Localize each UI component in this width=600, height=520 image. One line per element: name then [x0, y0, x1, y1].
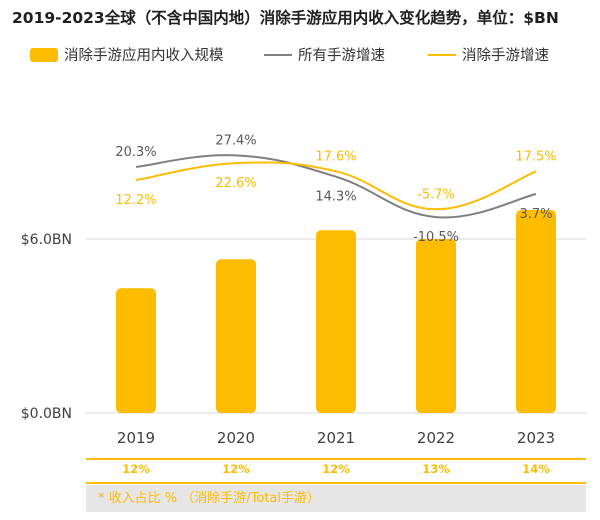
label-all-growth: -10.5% — [413, 230, 459, 245]
revenue-share-cell: 12% — [122, 462, 150, 476]
x-tick-label: 2023 — [517, 429, 555, 447]
legend-item-bar: 消除手游应用内收入规模 — [30, 44, 224, 65]
revenue-share-cell: 12% — [222, 462, 250, 476]
label-puzzle-growth: 17.5% — [515, 149, 556, 164]
bar-2020 — [216, 259, 256, 413]
legend: 消除手游应用内收入规模 所有手游增速 消除手游增速 — [0, 44, 600, 70]
bar-2023 — [516, 210, 556, 413]
plot-area: $0.0BN $6.0BN 20.3% 12.2% 27.4% 22.6% 14.3% 1… — [21, 133, 586, 447]
share-top-rule — [86, 458, 586, 460]
line-all-mobile-games-growth — [135, 154, 537, 219]
share-note: * 收入占比 % （消除手游/Total手游） — [86, 485, 586, 512]
x-tick-label: 2021 — [317, 429, 355, 447]
line-puzzle-games-growth — [135, 161, 537, 211]
chart-title: 2019-2023全球（不含中国内地）消除手游应用内收入变化趋势，单位：$BN — [12, 9, 559, 27]
bar-2022 — [416, 239, 456, 413]
legend-label-bar: 消除手游应用内收入规模 — [64, 48, 224, 64]
revenue-share-cell: 13% — [422, 462, 450, 476]
x-tick-label: 2020 — [217, 429, 255, 447]
legend-orange-line-swatch — [428, 53, 456, 56]
label-all-growth: 20.3% — [115, 145, 156, 160]
label-all-growth: 27.4% — [215, 133, 256, 148]
legend-label-puzzle-growth: 消除手游增速 — [462, 48, 549, 64]
label-puzzle-growth: 17.6% — [315, 149, 356, 164]
label-all-growth: 3.7% — [519, 207, 552, 222]
x-tick-label: 2019 — [117, 429, 155, 447]
revenue-share-cell: 14% — [522, 462, 550, 476]
x-tick-label: 2022 — [417, 429, 455, 447]
legend-label-all-growth: 所有手游增速 — [298, 48, 385, 64]
label-puzzle-growth: 12.2% — [115, 193, 156, 208]
legend-item-all-growth: 所有手游增速 — [264, 44, 385, 65]
label-puzzle-growth: 22.6% — [215, 176, 256, 191]
bar-2019 — [116, 288, 156, 413]
legend-item-puzzle-growth: 消除手游增速 — [428, 44, 549, 65]
legend-bar-swatch — [30, 47, 58, 62]
legend-gray-line-swatch — [264, 53, 292, 56]
label-all-growth: 14.3% — [315, 190, 356, 205]
y-tick-label: $6.0BN — [21, 232, 72, 248]
bar-2021 — [316, 230, 356, 413]
label-puzzle-growth: -5.7% — [417, 187, 455, 202]
revenue-share-cell: 12% — [322, 462, 350, 476]
revenue-share-row: 12% 12% 12% 13% 14% — [86, 462, 586, 482]
share-bottom-rule — [86, 482, 586, 484]
y-tick-label: $0.0BN — [21, 406, 72, 422]
